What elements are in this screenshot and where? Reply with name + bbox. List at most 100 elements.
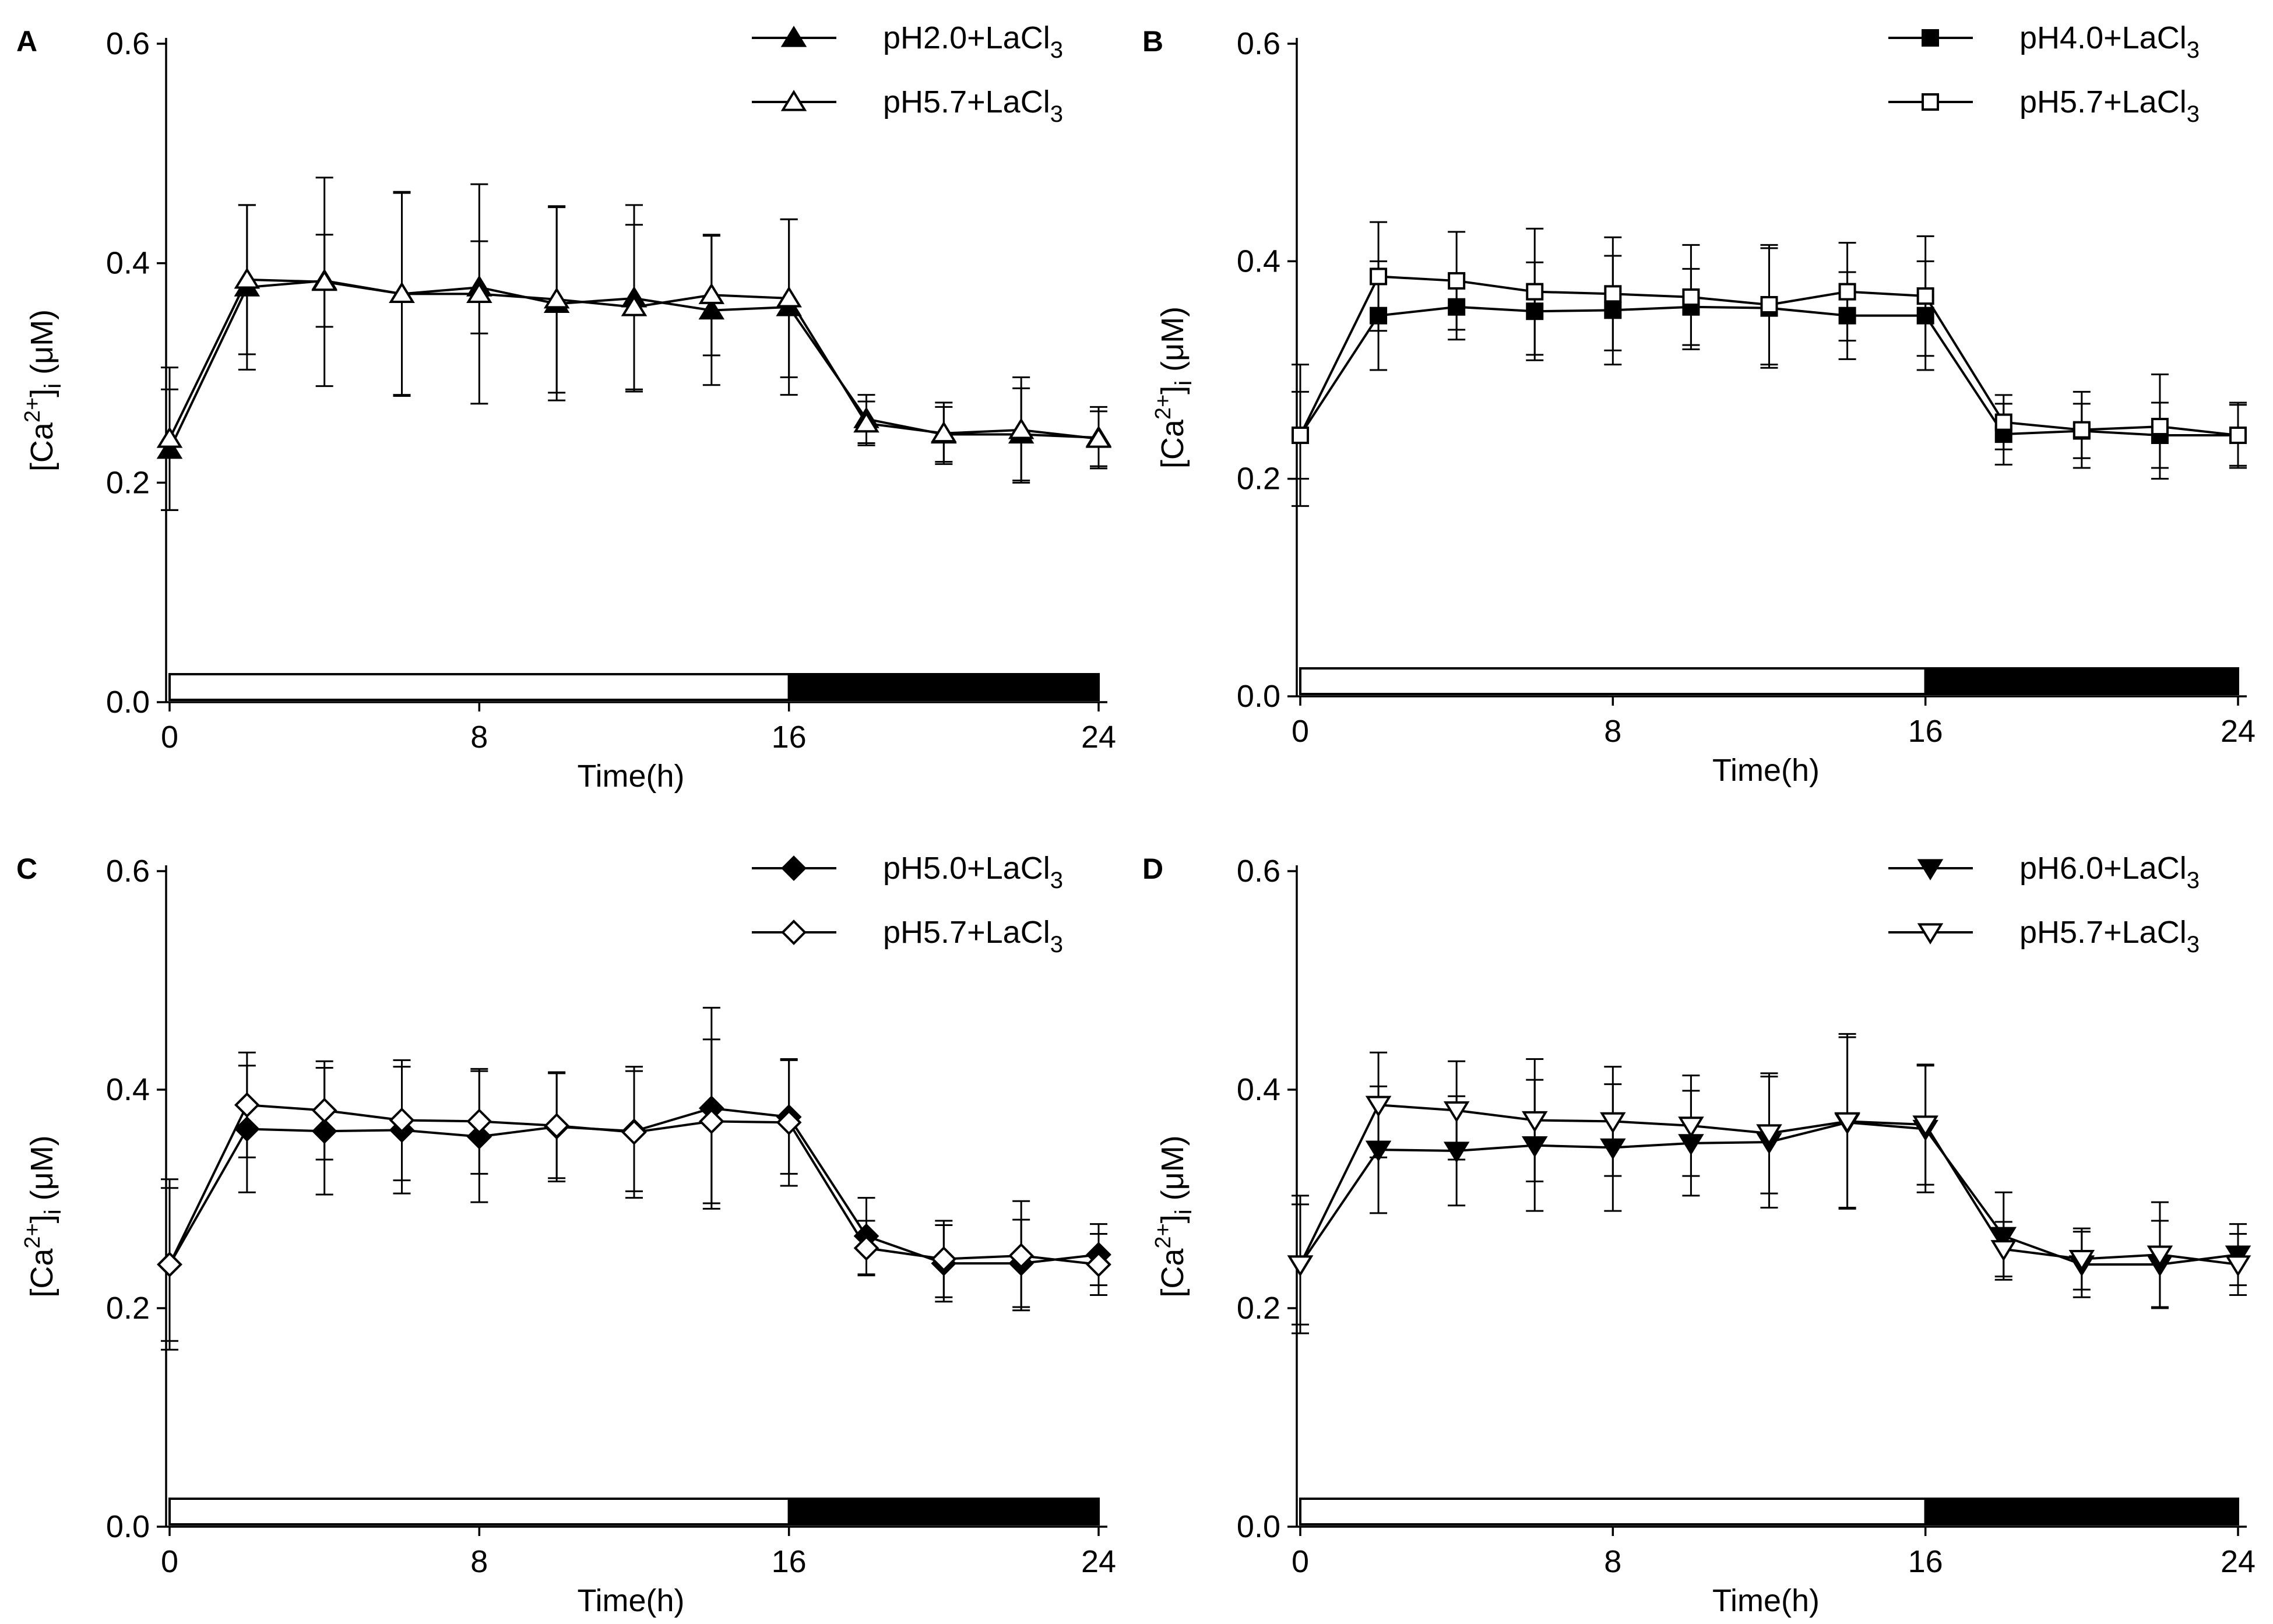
data-point [621,295,648,316]
data-point [311,269,337,291]
x-axis-title: Time(h) [1712,1583,1820,1618]
data-point [1526,283,1544,301]
y-tick-label: 0.6 [106,26,150,61]
data-point [776,286,802,308]
y-tick-label: 0.2 [1237,462,1280,496]
data-point [1604,285,1622,303]
x-tick-label: 24 [1081,720,1116,755]
y-axis-title: [Ca2+]i (μM) [1151,307,1197,468]
chart-panel-c: C 0.0 0.2 0.4 0.6 0 8 16 24 Time(h) [Ca2+]i (μM) pH… [16,851,1116,1618]
x-tick-label: 24 [2221,714,2256,749]
data-point [931,1246,957,1272]
data-point [1521,1111,1548,1133]
x-tick-label: 8 [470,720,488,755]
legend-marker [1922,93,1939,111]
legend-item: pH4.0+LaCl3 [1888,20,2200,63]
data-point [1756,1124,1782,1146]
legend-item: pH2.0+LaCl3 [752,20,1063,63]
y-tick-label: 0.4 [106,1072,150,1107]
data-point [1834,1112,1860,1134]
data-point [776,1109,802,1136]
legend-label: pH2.0+LaCl3 [883,20,1063,63]
legend-label: pH5.7+LaCl3 [883,915,1063,957]
chart-panel-a: A 0.0 0.2 0.4 0.6 0 8 16 24 Time(h) [Ca2+]i (μM) pH… [16,20,1116,794]
y-tick-label: 0.0 [1237,1509,1280,1544]
data-point [2229,427,2247,444]
legend-item: pH5.0+LaCl3 [752,851,1063,893]
data-point [389,1107,415,1133]
data-point [1448,272,1466,290]
data-point [1682,288,1700,306]
y-axis-title: [Ca2+]i (μM) [1151,1135,1197,1297]
data-point [1443,1101,1470,1123]
panel-letter: D [1142,852,1163,885]
legend-item: pH5.7+LaCl3 [752,84,1063,127]
legend-item: pH5.7+LaCl3 [1888,84,2200,127]
data-point [853,411,879,433]
legend-item: pH5.7+LaCl3 [752,915,1063,957]
data-point [1916,287,1934,305]
data-point [2151,418,2169,436]
panel-letter: C [16,852,37,885]
legend-label: pH5.7+LaCl3 [883,84,1063,127]
x-tick-label: 0 [1292,714,1309,749]
y-axis-title: [Ca2+]i (μM) [20,309,66,471]
x-axis-title: Time(h) [578,759,685,794]
legend-marker [781,920,807,945]
y-tick-label: 0.6 [106,854,150,889]
x-tick-label: 0 [161,720,178,755]
data-point [2147,1245,2173,1267]
data-point [234,267,261,289]
dark-period-bar [1924,667,2240,695]
data-point [156,427,183,448]
legend-label: pH5.7+LaCl3 [2019,84,2200,127]
dark-period-bar [1924,1498,2240,1526]
y-tick-label: 0.0 [1237,679,1280,714]
legend-label: pH6.0+LaCl3 [2019,851,2200,893]
light-period-bar [168,673,790,701]
y-tick-label: 0.6 [1237,854,1280,889]
x-axis-title: Time(h) [1712,753,1820,788]
data-point [1838,283,1856,301]
dark-period-bar [787,1498,1100,1526]
legend-marker [1917,859,1944,880]
x-tick-label: 16 [1908,1544,1943,1579]
x-tick-label: 16 [772,1544,807,1579]
y-tick-label: 0.0 [106,1509,150,1544]
x-tick-label: 8 [1604,714,1621,749]
y-tick-label: 0.4 [106,246,150,281]
x-tick-label: 8 [1604,1544,1621,1579]
data-point [2073,421,2091,439]
data-point [466,1108,492,1135]
dark-period-bar [787,673,1100,701]
data-point [699,1108,724,1135]
series-open [1292,221,2247,507]
data-point [1365,1095,1392,1118]
series-open [156,177,1112,511]
chart-panel-b: B 0.0 0.2 0.4 0.6 0 8 16 24 Time(h) [Ca2+]i (μM) pH… [1142,20,2256,788]
legend-label: pH5.7+LaCl3 [2019,915,2200,957]
x-axis-title: Time(h) [578,1583,685,1618]
light-period-bar [1299,667,1927,695]
light-period-bar [1299,1498,1927,1526]
legend-label: pH4.0+LaCl3 [2019,20,2200,63]
data-point [1600,1112,1626,1134]
legend-marker [780,90,807,111]
y-tick-label: 0.2 [1237,1291,1280,1326]
data-point [931,421,957,443]
panel-letter: B [1142,25,1163,58]
data-point [1760,296,1778,313]
data-point [389,281,415,303]
y-axis-title: [Ca2+]i (μM) [20,1135,66,1297]
x-tick-label: 24 [2221,1544,2256,1579]
data-point [1990,1240,2017,1262]
legend-marker [780,26,807,47]
panel-letter: A [16,25,37,58]
legend-marker [1922,29,1939,47]
data-point [2225,1255,2251,1277]
legend-item: pH5.7+LaCl3 [1888,915,2200,957]
data-point [234,1092,260,1118]
data-point [543,287,570,309]
data-point [853,1235,879,1261]
